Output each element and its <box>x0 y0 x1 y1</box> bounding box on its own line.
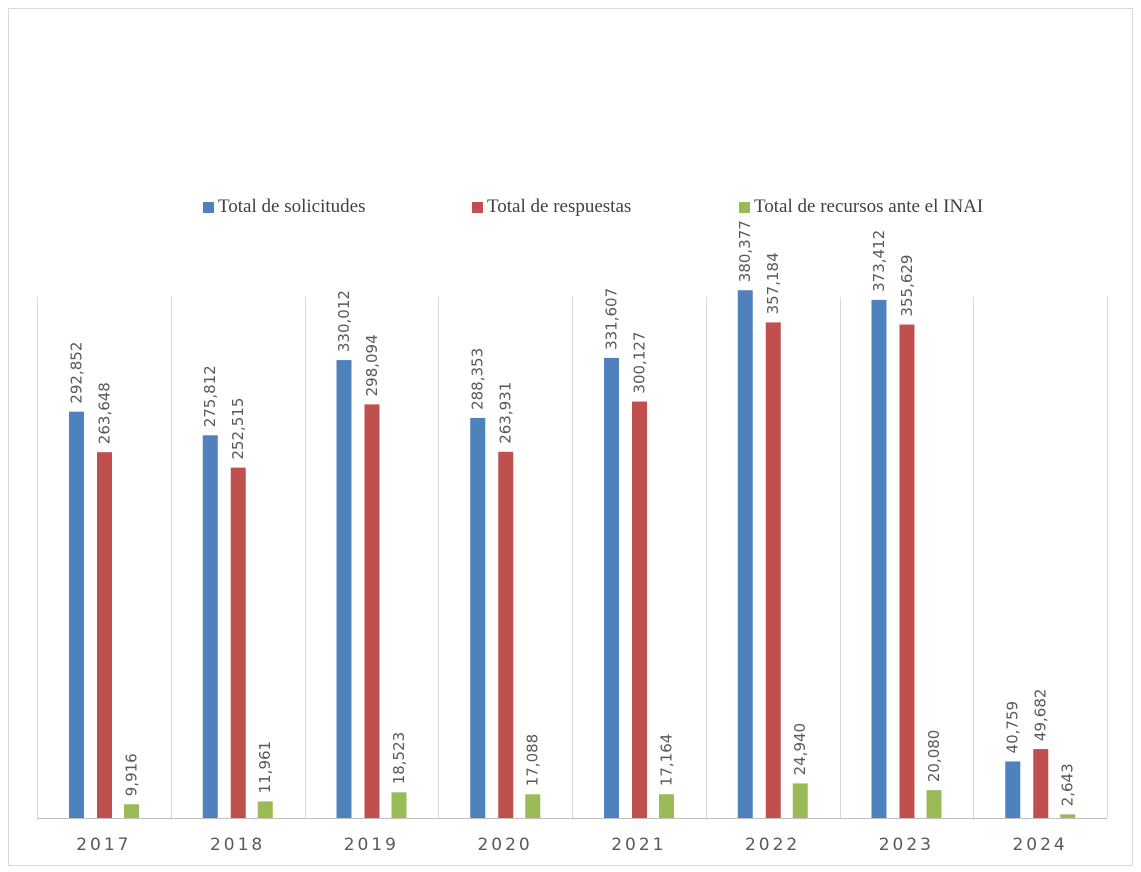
legend-label-respuestas: Total de respuestas <box>487 196 632 217</box>
bar-2021-series-2 <box>659 794 674 818</box>
bar-2021-series-0 <box>604 357 619 818</box>
x-tick-label-2017: 2017 <box>76 835 131 855</box>
bar-2017-series-2 <box>124 804 139 818</box>
data-label-2017-series-1: 263,648 <box>96 382 114 444</box>
chart-frame <box>8 8 1133 866</box>
legend-item-solicitudes: Total de solicitudes <box>203 196 365 218</box>
data-label-2018-series-1: 252,515 <box>229 398 247 460</box>
bar-2018-series-2 <box>257 801 273 818</box>
legend-swatch-solicitudes <box>203 201 214 213</box>
data-label-2019-series-0: 330,012 <box>335 290 353 352</box>
data-label-2020-series-1: 263,931 <box>497 382 515 444</box>
bar-2018-series-0 <box>202 435 218 818</box>
bar-2023-series-0 <box>871 299 887 818</box>
data-label-2023-series-1: 355,629 <box>898 255 916 317</box>
data-label-2021-series-0: 331,607 <box>603 288 621 350</box>
bar-2019-series-1 <box>364 404 380 818</box>
data-label-2017-series-2: 9,916 <box>123 753 141 796</box>
legend-swatch-respuestas <box>472 201 483 213</box>
bar-2020-series-1 <box>498 451 514 818</box>
legend-item-recursos: Total de recursos ante el INAI <box>739 196 983 218</box>
bar-2019-series-2 <box>391 792 407 818</box>
data-label-2024-series-1: 49,682 <box>1032 689 1050 742</box>
bar-2023-series-2 <box>926 790 942 818</box>
bar-2018-series-1 <box>230 467 246 818</box>
data-label-2024-series-2: 2,643 <box>1059 763 1077 806</box>
legend-label-recursos: Total de recursos ante el INAI <box>754 196 984 217</box>
legend-swatch-recursos <box>739 201 750 213</box>
bar-2024-series-2 <box>1060 814 1076 818</box>
x-tick-label-2019: 2019 <box>344 835 399 855</box>
chart-legend: Total de solicitudes Total de respuestas… <box>0 196 1141 224</box>
data-label-2022-series-2: 24,940 <box>791 723 809 776</box>
data-label-2023-series-2: 20,080 <box>925 730 943 783</box>
bar-2020-series-2 <box>525 794 541 818</box>
data-label-2022-series-0: 380,377 <box>736 220 754 282</box>
data-label-2020-series-0: 288,353 <box>469 348 487 410</box>
bar-2022-series-1 <box>765 322 781 818</box>
data-label-2018-series-0: 275,812 <box>201 365 219 427</box>
bar-2024-series-1 <box>1033 749 1049 818</box>
data-label-2023-series-0: 373,412 <box>870 230 888 292</box>
bar-2024-series-0 <box>1005 761 1021 818</box>
x-tick-label-2024: 2024 <box>1012 835 1067 855</box>
x-tick-label-2023: 2023 <box>879 835 934 855</box>
bar-2017-series-1 <box>97 452 112 818</box>
bar-2021-series-1 <box>632 401 647 818</box>
data-label-2019-series-2: 18,523 <box>390 732 408 785</box>
x-tick-label-2018: 2018 <box>210 835 265 855</box>
legend-item-respuestas: Total de respuestas <box>472 196 631 218</box>
bar-2023-series-1 <box>899 324 915 818</box>
data-label-2020-series-2: 17,088 <box>524 734 542 787</box>
data-label-2022-series-1: 357,184 <box>764 252 782 314</box>
data-label-2019-series-1: 298,094 <box>363 334 381 396</box>
data-label-2021-series-1: 300,127 <box>631 332 649 394</box>
bar-2020-series-0 <box>470 417 486 818</box>
bar-2019-series-0 <box>336 360 352 818</box>
data-label-2018-series-2: 11,961 <box>256 741 274 794</box>
bar-2022-series-2 <box>792 783 808 818</box>
data-label-2024-series-0: 40,759 <box>1004 701 1022 754</box>
x-tick-label-2020: 2020 <box>477 835 532 855</box>
x-tick-label-2021: 2021 <box>611 835 666 855</box>
bar-2022-series-0 <box>737 290 753 818</box>
bar-2017-series-0 <box>69 411 84 818</box>
data-label-2021-series-2: 17,164 <box>658 734 676 787</box>
legend-label-solicitudes: Total de solicitudes <box>218 196 366 217</box>
data-label-2017-series-0: 292,852 <box>68 342 86 404</box>
x-tick-label-2022: 2022 <box>745 835 800 855</box>
